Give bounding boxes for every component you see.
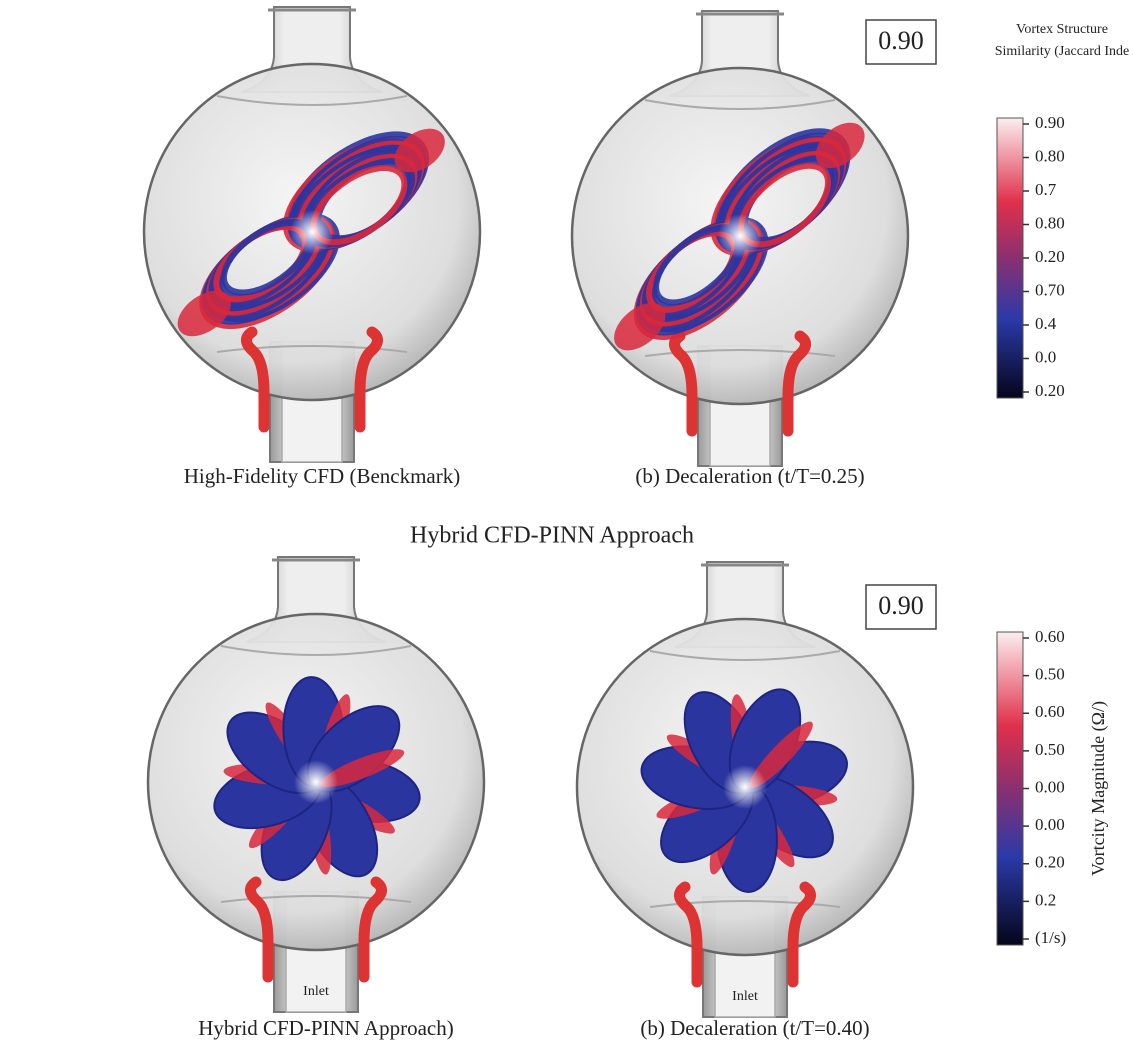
vortex-structure [614,122,865,351]
colorbar-tick-label: 0.80 [1035,213,1065,232]
panel-caption: (b) Decaleration (t/T=0.40) [640,1016,869,1040]
score-box [865,19,937,65]
colorbar-title: Similarity (Jaccard Inde [995,44,1130,59]
inlet-hook [245,876,274,983]
vessel-seam [649,900,841,908]
inlet-hook [669,330,698,437]
colorbar-tick-label: 0.2 [1035,890,1056,909]
vessel-seam [216,345,408,353]
inlet-label: Inlet [732,989,758,1004]
colorbar-title: Vortcity Magnitude (Ω/) [1088,701,1109,876]
inlet-label: Inlet [303,984,329,999]
vessel-seam [649,650,841,661]
vortex-core [294,760,338,804]
vessel-seam [220,645,412,656]
vortex-petal [320,749,405,788]
colorbar-tick-label: 0.0 [1035,347,1056,366]
colorbar-tick-label: 0.70 [1035,280,1065,299]
colorbar-tick-label: 0.00 [1035,777,1065,796]
colorbar-tick-label: 0.20 [1035,853,1065,872]
colorbar-tick-label: 0.20 [1035,381,1065,400]
colorbar-tick-label: 0.80 [1035,146,1065,165]
colorbar-tick-label: 0.4 [1035,314,1057,333]
score-box [865,584,937,630]
section-title: Hybrid CFD-PINN Approach [410,523,694,549]
panel-caption: (b) Decaleration (t/T=0.25) [635,464,864,488]
score-value: 0.90 [878,26,924,55]
inlet-hook [787,881,816,988]
vortex-core [290,210,334,254]
vortex-lobe [177,290,231,337]
vessel-seam [216,95,408,106]
colorbar-tick-label: 0.90 [1035,113,1065,132]
vessel-panel: Inlet [575,561,915,1018]
colorbar [996,117,1024,399]
vortex-core [723,765,767,809]
vessel-panel: Inlet [146,556,486,1013]
vessel-seam [644,349,836,357]
colorbar-tick-label: 0.7 [1035,180,1057,199]
vortex-lobe [614,302,666,351]
colorbar-tick-label: 0.00 [1035,815,1065,834]
panel-caption: Hybrid CFD-PINN Approach) [198,1016,453,1040]
colorbar-title: Vortex Structure [1016,22,1108,37]
vortex-petal [749,721,813,789]
inlet-hook [358,876,387,983]
vessel-seam [220,895,412,903]
vessel-panel [570,10,910,467]
inlet-hook [241,326,270,433]
vortex-lobe [394,128,445,173]
inlet-hook [354,326,383,433]
inlet-hook [782,330,811,437]
colorbar-tick-label: 0.50 [1035,740,1065,759]
colorbar-tick-label: 0.60 [1035,702,1065,721]
vessel-seam [644,99,836,110]
inlet-hook [674,881,703,988]
colorbar-tick-label: 0.20 [1035,247,1065,266]
panel-caption: High-Fidelity CFD (Benckmark) [184,464,460,488]
vortex-lobe [815,122,865,169]
vortex-core [718,214,762,258]
colorbar-tick-label: 0.60 [1035,627,1065,646]
colorbar [996,631,1024,946]
colorbar-tick-label: 0.50 [1035,665,1065,684]
vessel-panel [142,6,482,463]
colorbar-tick-label: (1/s) [1035,928,1066,947]
score-value: 0.90 [878,591,924,620]
